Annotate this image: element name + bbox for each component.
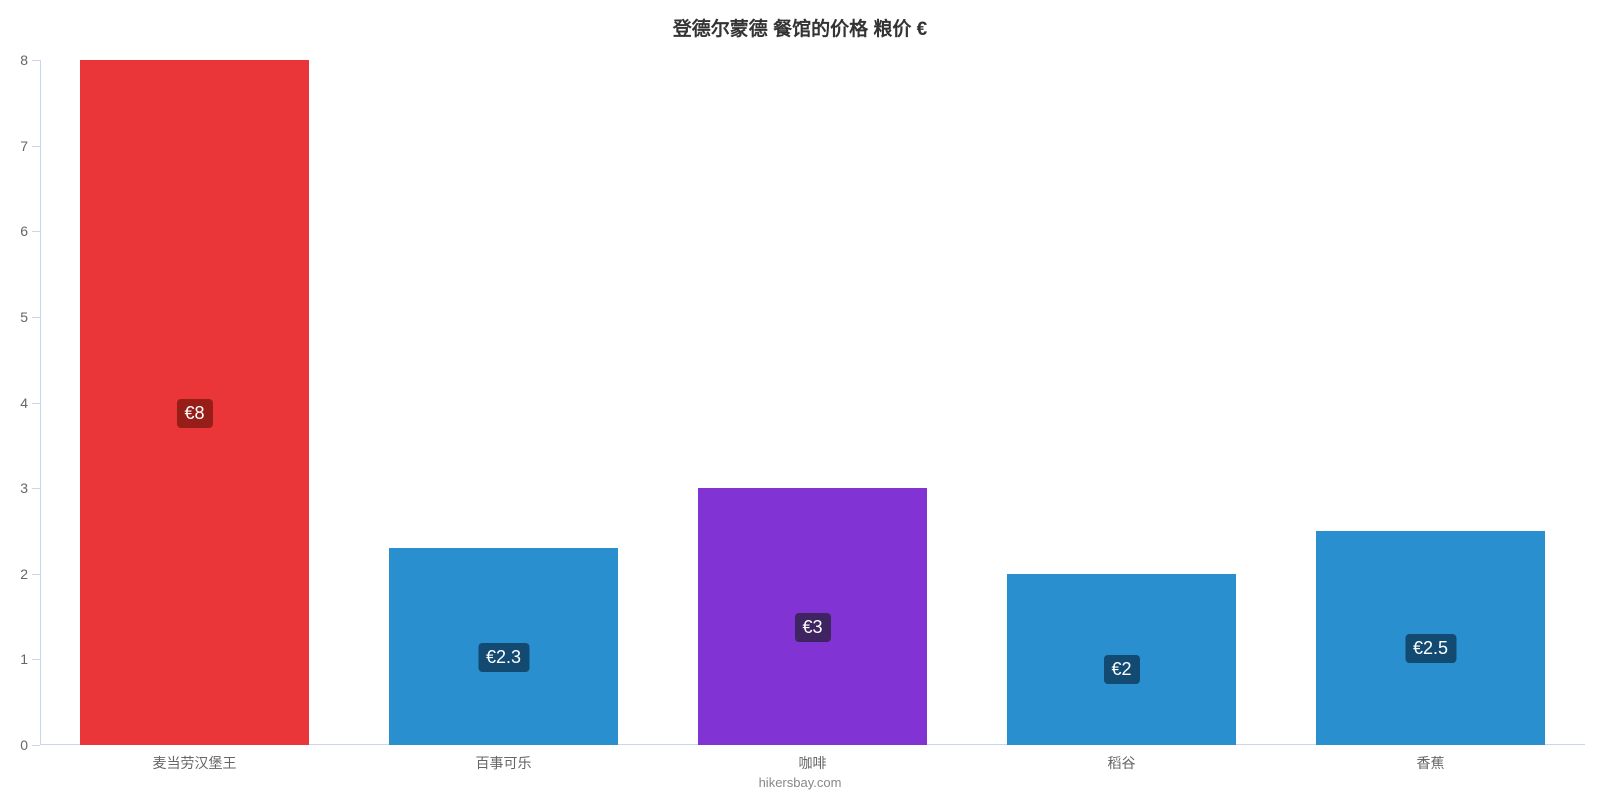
y-tick-label: 8: [0, 52, 28, 68]
y-tick-mark: [32, 488, 40, 489]
y-tick-mark: [32, 745, 40, 746]
bar-value-label: €3: [794, 613, 830, 642]
y-tick-label: 0: [0, 737, 28, 753]
bar-value-label: €2: [1103, 655, 1139, 684]
bar-value-label: €2.5: [1405, 634, 1456, 663]
y-tick-mark: [32, 574, 40, 575]
x-axis-label: 百事可乐: [476, 753, 532, 773]
y-tick-label: 1: [0, 651, 28, 667]
plot-area: 012345678 €8€2.3€3€2€2.5 麦当劳汉堡王百事可乐咖啡稻谷香…: [40, 60, 1585, 745]
y-tick-label: 3: [0, 480, 28, 496]
y-axis-line: [40, 60, 41, 745]
y-tick-mark: [32, 403, 40, 404]
x-axis-label: 稻谷: [1108, 753, 1136, 773]
chart-title: 登德尔蒙德 餐馆的价格 粮价 €: [0, 14, 1600, 41]
x-axis-label: 麦当劳汉堡王: [153, 753, 237, 773]
y-tick-mark: [32, 146, 40, 147]
y-tick-mark: [32, 659, 40, 660]
y-tick-mark: [32, 60, 40, 61]
y-tick-label: 6: [0, 223, 28, 239]
y-tick-label: 4: [0, 395, 28, 411]
price-bar-chart: 登德尔蒙德 餐馆的价格 粮价 € 0 1 2 3 4 5 6 7 8 €8 €2.3 €3 €2 €2.…: [0, 0, 1600, 800]
y-tick-mark: [32, 231, 40, 232]
credit-text: hikersbay.com: [0, 775, 1600, 790]
y-tick-label: 7: [0, 138, 28, 154]
bar-value-label: €2.3: [478, 643, 529, 672]
y-tick-label: 5: [0, 309, 28, 325]
x-axis-label: 香蕉: [1417, 753, 1445, 773]
x-axis-label: 咖啡: [799, 753, 827, 773]
y-tick-label: 2: [0, 566, 28, 582]
y-tick-mark: [32, 317, 40, 318]
bar-value-label: €8: [176, 399, 212, 428]
